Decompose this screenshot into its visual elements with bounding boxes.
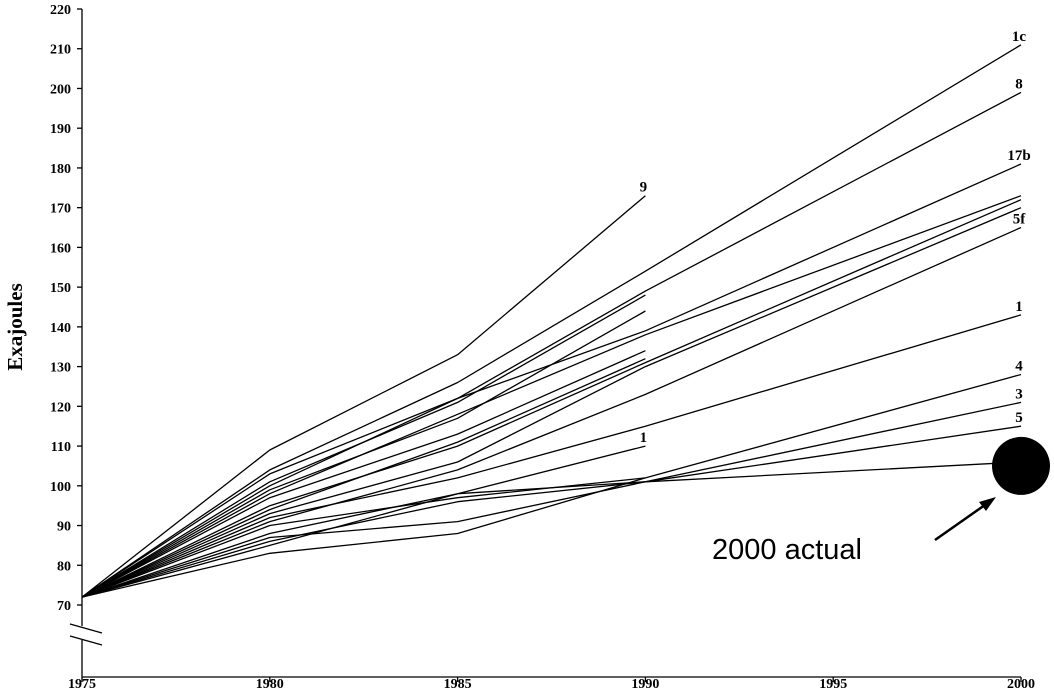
series-line	[81, 461, 1022, 598]
axes	[68, 9, 1021, 678]
series-line	[81, 373, 1022, 598]
y-axis-ticks: 70 80 90 100 110 120 130 140 150 160 170 180 190 200 2…	[50, 3, 82, 614]
y-tick-label: 120	[50, 400, 71, 415]
series-labels: 9 1c 8 17b 5f 1 4 3 5 1	[640, 29, 1031, 446]
y-tick-label: 140	[50, 321, 71, 336]
series-line	[81, 195, 1022, 598]
series-label: 1c	[1012, 29, 1027, 45]
annotation-label: 2000 actual	[712, 534, 862, 566]
axis-break-mark	[69, 623, 103, 634]
series-line	[81, 226, 1022, 598]
series-line	[81, 477, 646, 598]
y-tick-label: 170	[50, 202, 71, 217]
x-axis-ticks: 1975 1980 1985 1990 1995 2000	[68, 677, 1035, 690]
annotation-arrow-shaft	[934, 498, 993, 542]
series-line	[81, 199, 1022, 598]
annotation: 2000 actual	[712, 436, 1050, 566]
series-line	[81, 294, 646, 598]
series-label: 5	[1015, 410, 1023, 426]
y-tick-label: 130	[50, 361, 71, 376]
y-tick-label: 220	[50, 3, 71, 18]
y-tick-label: 110	[51, 440, 71, 455]
series-line	[81, 401, 1022, 598]
x-tick-label: 2000	[1007, 677, 1035, 690]
x-tick-label: 1985	[444, 677, 472, 690]
y-tick-label: 150	[50, 281, 71, 296]
y-tick-label: 200	[50, 82, 71, 97]
series-line	[81, 44, 1022, 598]
series-label: 1	[1015, 299, 1023, 315]
y-tick-label: 210	[50, 43, 71, 58]
series-line	[81, 310, 646, 598]
series-line	[81, 207, 1022, 598]
y-tick-label: 160	[50, 241, 71, 256]
series-label: 4	[1015, 359, 1023, 375]
series-label: 1	[640, 430, 648, 446]
series-lines	[81, 44, 1022, 598]
x-tick-label: 1990	[631, 677, 659, 690]
y-tick-label: 190	[50, 122, 71, 137]
series-label: 9	[640, 180, 648, 196]
series-line	[81, 163, 1022, 598]
series-label: 3	[1015, 386, 1023, 402]
series-line	[81, 195, 646, 598]
y-tick-label: 180	[50, 162, 71, 177]
annotation-arrow-head	[979, 497, 996, 511]
series-line	[81, 350, 646, 598]
axis-break-gap	[68, 626, 96, 640]
axis-break-mark	[69, 635, 103, 646]
x-tick-label: 1995	[819, 677, 847, 690]
series-label: 5f	[1013, 212, 1027, 228]
actual-2000-marker	[992, 436, 1050, 495]
series-line	[81, 91, 1022, 598]
x-tick-label: 1975	[68, 677, 96, 690]
series-line	[81, 445, 646, 598]
series-label: 17b	[1007, 148, 1030, 164]
y-tick-label: 100	[50, 480, 71, 495]
y-tick-label: 90	[57, 520, 71, 535]
y-tick-label: 80	[57, 559, 71, 574]
series-line	[81, 358, 646, 598]
y-tick-label: 70	[57, 599, 71, 614]
x-tick-label: 1980	[256, 677, 284, 690]
series-label: 8	[1015, 76, 1023, 92]
series-line	[81, 314, 1022, 598]
y-axis-title: Exajoules	[3, 283, 27, 371]
